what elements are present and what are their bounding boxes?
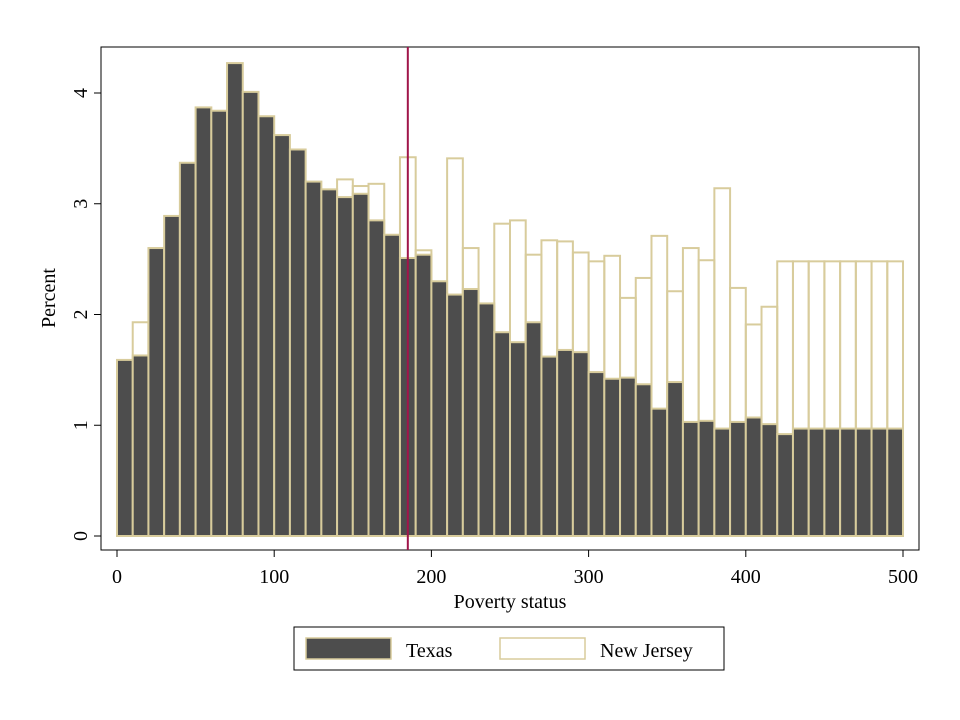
texas-bar xyxy=(414,253,433,537)
texas-bar xyxy=(288,148,307,537)
texas-bar xyxy=(320,188,339,537)
texas-bar xyxy=(446,293,464,537)
texas-bar xyxy=(603,377,622,537)
texas-bar xyxy=(131,354,150,538)
legend-label-texas: Texas xyxy=(406,640,453,662)
texas-bar xyxy=(823,427,842,538)
texas-bar xyxy=(509,341,527,537)
legend-label-new-jersey: New Jersey xyxy=(600,640,693,662)
texas-bar xyxy=(493,331,511,537)
texas-bar xyxy=(147,247,166,538)
texas-bar xyxy=(634,383,653,537)
y-tick-label: 4 xyxy=(70,88,92,98)
texas-bar xyxy=(870,427,889,538)
texas-bar xyxy=(430,280,449,537)
texas-bar xyxy=(461,288,480,537)
texas-bar xyxy=(194,106,213,538)
y-axis: 0 1 2 3 4 xyxy=(70,88,101,541)
texas-bar xyxy=(336,196,354,537)
texas-bar xyxy=(556,348,574,537)
texas-bar xyxy=(241,90,260,538)
texas-bar xyxy=(210,109,229,537)
texas-bar xyxy=(163,214,181,537)
texas-bar xyxy=(619,376,637,537)
y-axis-title: Percent xyxy=(38,268,60,328)
texas-bar xyxy=(807,427,826,538)
texas-bar xyxy=(540,355,559,537)
y-tick-label: 3 xyxy=(70,199,92,209)
texas-bar xyxy=(587,371,606,537)
legend: Texas New Jersey xyxy=(293,626,725,671)
texas-bar xyxy=(178,161,197,538)
texas-bar xyxy=(854,427,873,538)
x-tick-label: 100 xyxy=(259,566,289,588)
texas-bar xyxy=(744,416,763,537)
x-tick-label: 500 xyxy=(888,566,918,588)
x-tick-label: 200 xyxy=(416,566,446,588)
texas-bar xyxy=(729,420,747,537)
texas-bar xyxy=(760,423,779,537)
texas-bars xyxy=(116,62,905,538)
x-axis-title: Poverty status xyxy=(454,591,567,613)
x-tick-label: 300 xyxy=(574,566,604,588)
texas-bar xyxy=(273,134,291,538)
y-tick-label: 1 xyxy=(70,420,92,430)
y-tick-label: 0 xyxy=(70,531,92,541)
texas-bar xyxy=(776,433,794,537)
texas-bar xyxy=(571,351,590,537)
texas-bar xyxy=(650,407,669,538)
texas-bar xyxy=(351,192,370,537)
texas-bar xyxy=(257,115,276,537)
legend-swatch-new-jersey xyxy=(499,637,586,660)
texas-bar xyxy=(697,419,716,538)
texas-bar xyxy=(367,219,386,538)
texas-bar xyxy=(791,427,810,538)
y-tick-label: 2 xyxy=(70,310,92,320)
texas-bar xyxy=(713,427,732,538)
texas-bar xyxy=(226,62,244,537)
texas-bar xyxy=(477,302,496,537)
texas-bar xyxy=(681,420,700,537)
x-axis: 0 100 200 300 400 500 xyxy=(112,550,918,588)
texas-bar xyxy=(304,180,323,537)
x-tick-label: 400 xyxy=(731,566,761,588)
texas-bar xyxy=(666,381,684,537)
x-tick-label: 0 xyxy=(112,566,122,588)
texas-bar xyxy=(116,358,134,537)
texas-bar xyxy=(524,321,543,537)
texas-bar xyxy=(886,427,905,538)
texas-bar xyxy=(383,233,401,537)
texas-bar xyxy=(839,427,857,538)
legend-swatch-texas xyxy=(305,637,392,660)
